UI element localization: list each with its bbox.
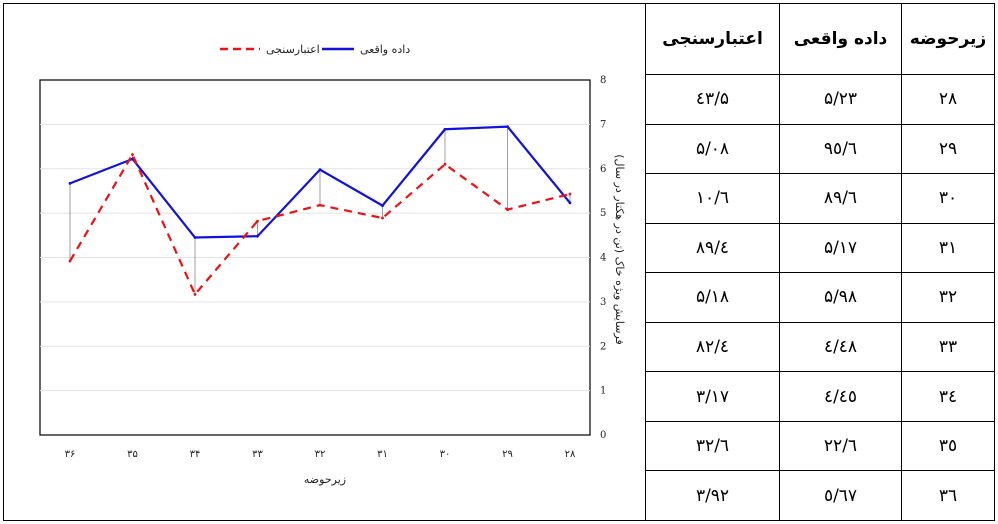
cell-subbasin: ۳٥ [901, 420, 995, 472]
cell-validation: ۵/٤۳ [645, 74, 780, 125]
x-tick-label: ۳۴ [190, 449, 201, 460]
y-axis-title: فرسایش ویژه خاک (تن در هکتار در سال) [613, 154, 626, 345]
point-validation [318, 203, 322, 207]
table-row: ۳۳ ٤/٤۸ ٤/۸۲ [645, 321, 995, 373]
cell-actual: ۵/۹۸ [779, 272, 902, 323]
point-validation [131, 153, 134, 156]
x-tick-label: ۳۳ [252, 449, 263, 460]
cell-subbasin: ۲۹ [901, 123, 995, 175]
chart-panel: 0 1 2 3 4 5 6 7 8 ۳۶ ۳۵ ۳۴ ۳۳ ۳۲ ۳۱ ۳۰ ۲۹ ۲۸ زیرحوضه فرسایش… [3, 3, 645, 521]
point-actual [193, 236, 197, 239]
x-tick-label: ۳۰ [440, 449, 451, 460]
cell-validation: ۵/۱۸ [645, 272, 780, 323]
cell-actual: ٤/٤۸ [779, 321, 902, 373]
x-tick-label: ۲۸ [565, 449, 576, 460]
x-tick-label: ۳۶ [65, 449, 76, 460]
point-actual [318, 168, 322, 172]
cell-actual: ٦/۸۹ [779, 173, 902, 224]
y-tick-label: 2 [600, 341, 606, 352]
point-validation [381, 216, 384, 220]
y-tick-label: 3 [600, 297, 606, 308]
legend-label-actual: داده واقعی [360, 43, 410, 56]
cell-actual: ۵/۲۳ [779, 74, 902, 125]
header-actual: داده واقعی [779, 3, 902, 75]
cell-validation: ٤/۸۹ [645, 222, 780, 274]
legend-label-validation: اعتبارسنجی [266, 43, 320, 56]
cell-subbasin: ۳۳ [901, 321, 995, 373]
table-row: ۳٥ ٦/۲۲ ٦/۳۲ [645, 420, 995, 472]
cell-validation: ۳/۹۲ [645, 470, 780, 521]
cell-actual: ٤/٤٥ [779, 371, 902, 422]
y-tick-label: 8 [600, 75, 606, 86]
header-subbasin: زیرحوضه [901, 3, 995, 75]
page: زیرحوضه داده واقعی اعتبارسنجی ۲۸ ۵/۲۳ ۵/٤۳… [3, 3, 995, 521]
table-row: ۳٦ ٥/٦۷ ۳/۹۲ [645, 470, 995, 521]
x-tick-label: ۳۵ [127, 449, 138, 460]
x-axis-title: زیرحوضه [304, 473, 346, 486]
point-actual [506, 125, 509, 128]
cell-validation: ۳/۱۷ [645, 371, 780, 422]
point-validation [68, 259, 72, 263]
cell-subbasin: ۳۲ [901, 272, 995, 323]
table-row: ۲۹ ٦/۹٥ ۵/۰۸ [645, 123, 995, 175]
y-tick-label: 4 [600, 253, 606, 264]
point-validation [506, 208, 509, 211]
table-row: ۳٤ ٤/٤٥ ۳/۱۷ [645, 371, 995, 422]
y-tick-label: 5 [600, 208, 606, 219]
cell-validation: ٦/۱۰ [645, 173, 780, 224]
cell-validation: ٦/۳۲ [645, 420, 780, 472]
x-tick-label: ۲۹ [502, 449, 513, 460]
x-tick-label: ۳۲ [315, 449, 326, 460]
cell-actual: ٦/۲۲ [779, 420, 902, 472]
point-actual [68, 181, 72, 185]
cell-actual: ٥/٦۷ [779, 470, 902, 521]
table-header-row: زیرحوضه داده واقعی اعتبارسنجی [645, 3, 995, 75]
cell-actual: ۵/۱۷ [779, 222, 902, 274]
table-row: ۳۱ ۵/۱۷ ٤/۸۹ [645, 222, 995, 274]
y-tick-label: 0 [600, 430, 606, 441]
data-table: زیرحوضه داده واقعی اعتبارسنجی ۲۸ ۵/۲۳ ۵/٤۳… [645, 3, 995, 521]
point-actual [568, 201, 572, 205]
cell-subbasin: ۲۸ [901, 74, 995, 125]
header-validation: اعتبارسنجی [645, 3, 780, 75]
point-actual [256, 234, 259, 238]
cell-subbasin: ۳٤ [901, 371, 995, 422]
point-validation [256, 219, 259, 223]
table-row: ۳۰ ٦/۸۹ ٦/۱۰ [645, 173, 995, 224]
table-row: ۲۸ ۵/۲۳ ۵/٤۳ [645, 74, 995, 125]
y-tick-label: 6 [600, 164, 606, 175]
cell-actual: ٦/۹٥ [779, 123, 902, 175]
table-row: ۳۲ ۵/۹۸ ۵/۱۸ [645, 272, 995, 323]
y-tick-label: 1 [600, 386, 606, 397]
cell-validation: ٤/۸۲ [645, 321, 780, 373]
x-tick-label: ۳۱ [377, 449, 388, 460]
point-validation [443, 162, 447, 166]
cell-validation: ۵/۰۸ [645, 123, 780, 175]
point-validation [193, 292, 197, 296]
cell-subbasin: ۳۰ [901, 173, 995, 224]
cell-subbasin: ۳٦ [901, 470, 995, 521]
line-chart: 0 1 2 3 4 5 6 7 8 ۳۶ ۳۵ ۳۴ ۳۳ ۳۲ ۳۱ ۳۰ ۲۹ ۲۸ زیرحوضه فرسایش… [39, 43, 626, 486]
point-validation [568, 192, 572, 196]
y-tick-label: 7 [600, 119, 606, 130]
point-actual [381, 204, 384, 207]
point-actual [443, 127, 447, 131]
cell-subbasin: ۳۱ [901, 222, 995, 274]
